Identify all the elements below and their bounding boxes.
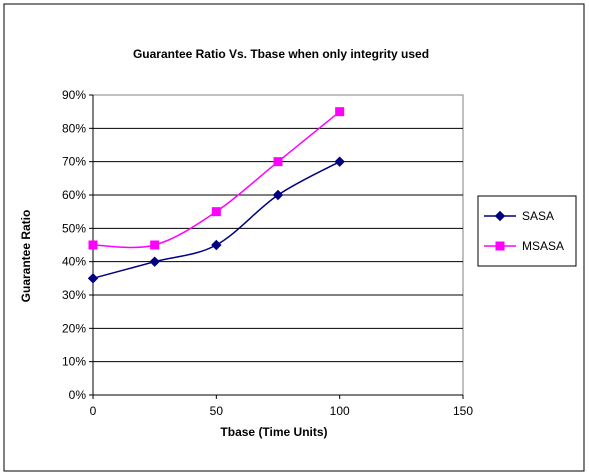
y-tick-label: 0% xyxy=(69,388,87,402)
y-tick-label: 30% xyxy=(62,288,86,302)
y-tick-label: 50% xyxy=(62,221,86,235)
data-point-sasa xyxy=(211,239,222,251)
chart-title: Guarantee Ratio Vs. Tbase when only inte… xyxy=(133,47,429,61)
x-tick-label: 50 xyxy=(210,404,224,418)
series-msasa xyxy=(88,107,345,250)
legend-marker-msasa xyxy=(495,241,505,251)
x-tick-label: 0 xyxy=(90,404,97,418)
y-axis-title: Guarantee Ratio xyxy=(19,210,33,303)
y-tick-label: 40% xyxy=(62,255,86,269)
data-point-sasa xyxy=(87,273,99,284)
legend-label-sasa: SASA xyxy=(522,209,554,223)
y-tick-label: 60% xyxy=(62,188,86,202)
data-point-sasa xyxy=(149,256,160,267)
y-tick-label: 20% xyxy=(62,321,86,335)
data-point-msasa xyxy=(211,207,221,217)
x-tick-label: 100 xyxy=(330,404,350,418)
legend-marker-sasa xyxy=(494,210,506,222)
plot-area xyxy=(92,94,464,396)
y-tick-label: 80% xyxy=(62,121,86,135)
y-tick-label: 10% xyxy=(62,355,86,369)
data-point-msasa xyxy=(88,240,98,250)
series-sasa xyxy=(87,156,345,284)
x-tick-label: 150 xyxy=(453,404,473,418)
data-point-sasa xyxy=(272,189,284,201)
data-point-msasa xyxy=(150,240,160,250)
data-point-sasa xyxy=(334,156,345,167)
x-axis: 0 50 100 150 xyxy=(90,394,473,418)
legend: SASA MSASA xyxy=(477,195,577,267)
data-point-msasa xyxy=(335,107,345,117)
y-axis: 0% 10% 20% 30% 40% 50% 60% 70% 80% 90% xyxy=(62,88,94,402)
legend-box xyxy=(477,195,577,267)
x-axis-title: Tbase (Time Units) xyxy=(220,425,327,439)
y-tick-label: 90% xyxy=(62,88,86,102)
y-tick-label: 70% xyxy=(62,155,86,169)
legend-label-msasa: MSASA xyxy=(522,239,564,253)
data-point-msasa xyxy=(273,157,283,167)
series-layer xyxy=(87,107,345,284)
